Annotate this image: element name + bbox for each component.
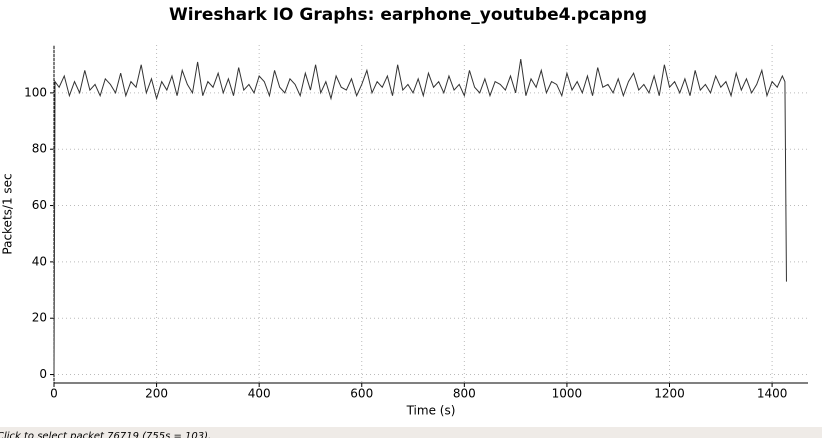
y-tick-label: 100 [24,85,47,99]
x-axis-label: Time (s) [406,404,456,418]
x-tick-label: 1000 [552,387,583,401]
x-tick-label: 800 [453,387,476,401]
y-axis-label: Packets/1 sec [1,173,15,254]
chart-title: Wireshark IO Graphs: earphone_youtube4.p… [169,5,647,25]
x-tick-label: 0 [50,387,58,401]
x-tick-label: 1400 [757,387,788,401]
x-tick-label: 600 [350,387,373,401]
y-tick-label: 0 [39,367,47,381]
y-tick-label: 20 [32,311,47,325]
x-tick-label: 1200 [654,387,685,401]
y-tick-label: 40 [32,254,47,268]
y-tick-label: 60 [32,198,47,212]
status-text: Click to select packet 76719 (755s = 103… [0,431,211,438]
status-bar [0,427,822,438]
data-line [53,59,787,375]
x-tick-label: 200 [145,387,168,401]
x-tick-label: 400 [248,387,271,401]
y-tick-label: 80 [32,142,47,156]
